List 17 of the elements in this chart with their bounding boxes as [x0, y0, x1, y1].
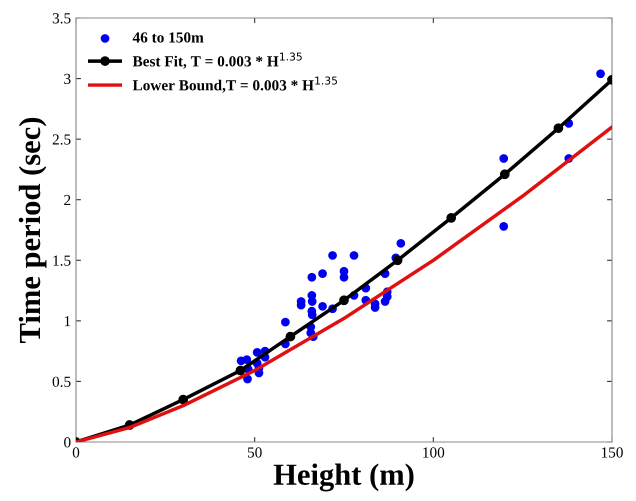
- y-axis-title: Time period (sec): [18, 118, 46, 343]
- y-tick-label: 1.5: [53, 256, 71, 266]
- y-tick-label: 0: [64, 437, 71, 448]
- y-tick-label: 0.5: [52, 376, 71, 387]
- legend-label: Best Fit, T = 0.003 * H$^{1.35}$: [132, 52, 302, 69]
- x-tick-label: 0: [72, 447, 80, 458]
- x-tick-label: 50: [248, 447, 262, 458]
- x-axis-title: Height (m): [274, 463, 414, 492]
- legend-label: Lower Bound,T = 0.003 * H$^{1.35}$: [132, 76, 338, 93]
- legend-label: 46 to 150m: [132, 32, 204, 43]
- y-tick-label: 2.5: [52, 134, 71, 145]
- y-tick-label: 3: [64, 74, 71, 84]
- x-tick-label: 100: [423, 447, 444, 458]
- x-tick-label: 150: [602, 447, 623, 458]
- y-tick-label: 1: [64, 316, 70, 326]
- y-tick-label: 3.5: [52, 13, 71, 24]
- y-tick-label: 2: [64, 194, 70, 206]
